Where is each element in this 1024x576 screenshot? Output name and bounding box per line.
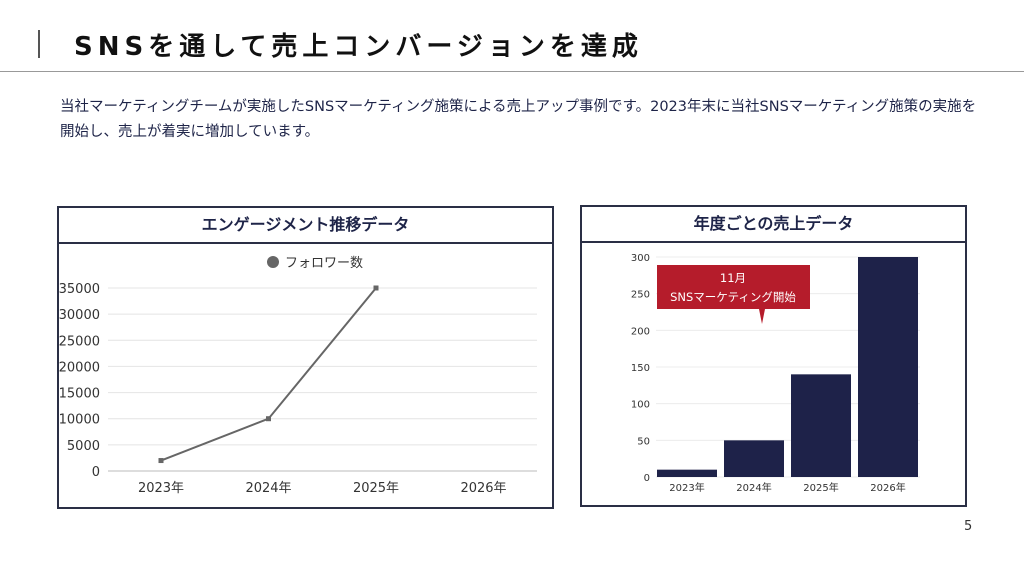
y-tick-label: 0 (644, 473, 650, 484)
x-tick-label: 2025年 (803, 481, 838, 494)
annotation-line1: 11月 (720, 271, 746, 285)
legend-marker (267, 256, 279, 268)
x-tick-label: 2023年 (138, 481, 184, 496)
y-tick-label: 15000 (59, 387, 100, 402)
y-tick-label: 150 (631, 363, 650, 374)
x-tick-label: 2026年 (870, 481, 905, 494)
page-number: 5 (964, 519, 973, 534)
y-tick-label: 30000 (59, 308, 100, 323)
data-point (158, 458, 164, 464)
y-tick-label: 250 (631, 290, 650, 301)
bar (791, 374, 851, 477)
bar (657, 469, 717, 477)
y-tick-label: 20000 (59, 360, 100, 375)
title-divider (0, 71, 1024, 72)
title-accent-bar (38, 30, 40, 58)
annotation-line2: SNSマーケティング開始 (670, 290, 796, 304)
bar (724, 440, 784, 477)
data-point (373, 285, 379, 291)
y-tick-label: 10000 (59, 413, 100, 428)
engagement-chart-title: エンゲージメント推移データ (59, 208, 552, 244)
engagement-chart-panel: エンゲージメント推移データ (57, 206, 554, 509)
y-tick-label: 0 (92, 465, 100, 480)
page-title: SNSを通して売上コンバージョンを達成 (74, 32, 643, 62)
y-tick-label: 35000 (59, 282, 100, 297)
data-point (266, 416, 271, 422)
x-tick-label: 2024年 (736, 481, 771, 494)
y-tick-label: 25000 (59, 334, 100, 349)
bar (858, 257, 918, 477)
y-tick-label: 200 (631, 326, 650, 337)
x-tick-label: 2025年 (353, 481, 399, 496)
y-tick-label: 50 (637, 436, 650, 447)
annotation-callout (657, 265, 810, 324)
y-tick-label: 300 (631, 253, 650, 264)
sales-chart-title: 年度ごとの売上データ (582, 207, 965, 243)
x-tick-label: 2023年 (669, 481, 704, 494)
x-tick-label: 2026年 (460, 481, 506, 496)
y-tick-label: 100 (631, 400, 650, 411)
x-tick-label: 2024年 (245, 481, 291, 496)
y-tick-label: 5000 (67, 439, 100, 454)
description: 当社マーケティングチームが実施したSNSマーケティング施策による売上アップ事例で… (60, 99, 977, 140)
legend-label: フォロワー数 (285, 256, 363, 271)
